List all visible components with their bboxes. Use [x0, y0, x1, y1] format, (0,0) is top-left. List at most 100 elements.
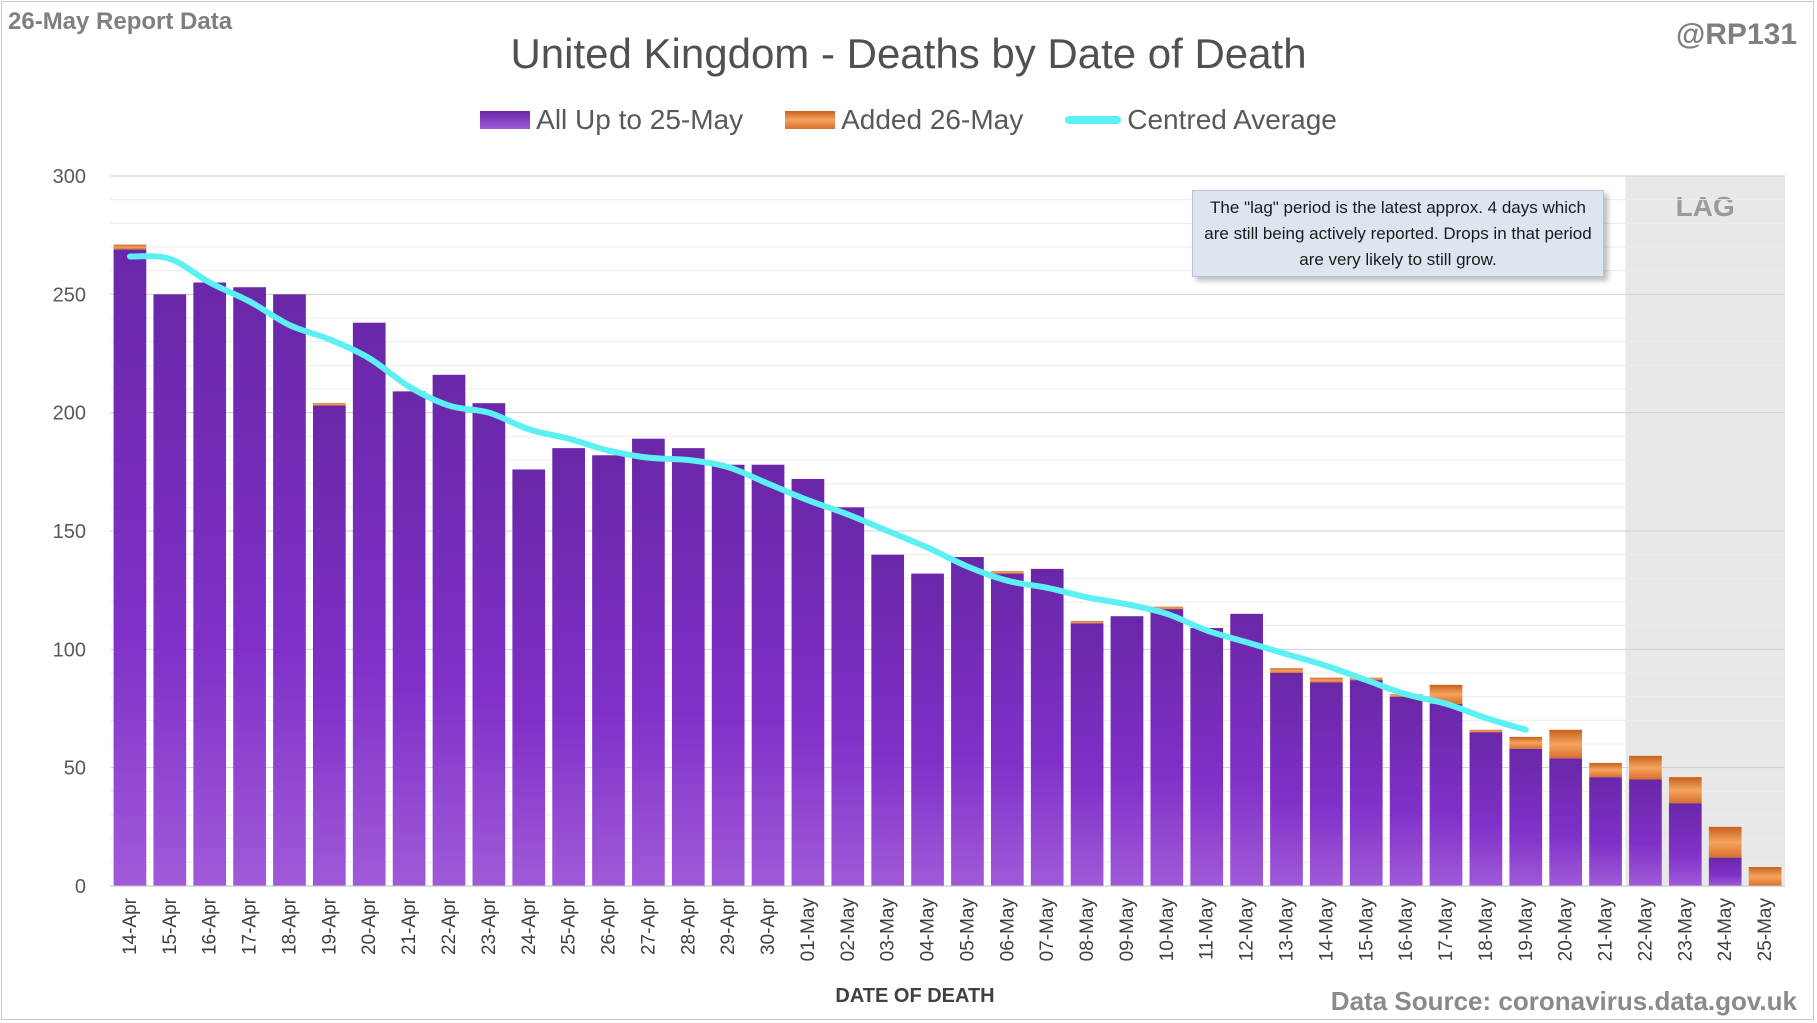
- x-tick-label: 25-Apr: [559, 897, 580, 955]
- bar-base: [751, 464, 785, 886]
- x-tick-label: 30-Apr: [758, 897, 779, 955]
- y-tick-label: 200: [53, 403, 86, 425]
- legend-label-base: All Up to 25-May: [536, 104, 744, 135]
- x-tick-label: 20-Apr: [359, 897, 380, 955]
- x-tick-label: 22-Apr: [439, 897, 460, 955]
- x-tick-label: 26-Apr: [599, 897, 620, 955]
- y-tick-label: 100: [53, 639, 86, 661]
- legend-swatch-added: [785, 111, 836, 129]
- bar-base: [1270, 673, 1303, 886]
- bar-added: [1509, 736, 1543, 749]
- bar-base: [1509, 748, 1543, 886]
- legend-swatch-base: [480, 111, 531, 129]
- report-date-label: 26-May Report Data: [8, 8, 233, 35]
- bar-base: [1070, 623, 1104, 886]
- x-tick-label: 22-May: [1635, 898, 1656, 962]
- bar-base: [1150, 609, 1184, 886]
- bar-base: [1629, 779, 1662, 886]
- bar-base: [312, 405, 346, 886]
- x-tick-label: 16-Apr: [200, 897, 221, 955]
- bar-base: [1389, 696, 1423, 886]
- bar-base: [113, 249, 147, 886]
- bar-base: [552, 448, 585, 886]
- x-tick-label: 13-May: [1276, 898, 1297, 962]
- bar-base: [1110, 616, 1144, 886]
- y-tick-label: 250: [53, 284, 86, 306]
- x-tick-label: 05-May: [957, 898, 978, 962]
- data-source: Data Source: coronavirus.data.gov.uk: [1330, 986, 1797, 1016]
- bar-added: [1549, 729, 1583, 759]
- x-tick-label: 29-Apr: [718, 897, 739, 955]
- x-tick-label: 21-Apr: [399, 897, 420, 955]
- bar-added: [312, 403, 346, 406]
- bar-base: [1429, 703, 1463, 886]
- bar-base: [432, 374, 466, 886]
- bar-base: [632, 438, 665, 886]
- bar-added: [1270, 668, 1303, 673]
- x-tick-label: 11-May: [1197, 898, 1218, 960]
- bar-base: [990, 573, 1024, 886]
- bar-base: [1668, 803, 1702, 886]
- legend-item-added: Added 26-May: [785, 104, 1023, 136]
- legend-swatch-average: [1065, 116, 1122, 124]
- bar-added: [1070, 620, 1104, 624]
- x-tick-label: 18-Apr: [279, 897, 300, 955]
- bar-base: [472, 403, 506, 886]
- x-tick-label: 10-May: [1157, 898, 1178, 962]
- bar-base: [1589, 777, 1622, 886]
- x-tick-label: 24-May: [1715, 898, 1736, 962]
- author-handle: @RP131: [1676, 18, 1797, 51]
- bar-base: [233, 287, 266, 886]
- x-tick-label: 27-Apr: [638, 897, 659, 955]
- lag-annotation: The "lag" period is the latest approx. 4…: [1192, 190, 1604, 277]
- x-tick-label: 12-May: [1237, 898, 1258, 962]
- x-tick-label: 19-Apr: [319, 897, 340, 955]
- legend-item-average: Centred Average: [1065, 104, 1337, 136]
- bar-base: [951, 557, 984, 886]
- x-tick-label: 19-May: [1516, 898, 1537, 962]
- x-tick-label: 21-May: [1596, 898, 1617, 962]
- bar-base: [592, 455, 625, 886]
- y-tick-label: 300: [53, 166, 86, 188]
- bar-added: [1748, 867, 1782, 886]
- bar-added: [1150, 606, 1184, 610]
- legend-label-average: Centred Average: [1127, 104, 1337, 135]
- x-tick-label: 06-May: [997, 898, 1018, 962]
- bar-base: [711, 464, 745, 886]
- y-tick-label: 50: [64, 758, 86, 780]
- x-tick-label: 09-May: [1117, 898, 1138, 962]
- x-tick-label: 16-May: [1396, 898, 1417, 962]
- bar-base: [352, 322, 386, 886]
- bar-base: [1030, 568, 1064, 886]
- bar-base: [1708, 857, 1742, 886]
- bar-added: [1469, 729, 1503, 733]
- x-axis-title: DATE OF DEATH: [835, 985, 995, 1007]
- bar-base: [1230, 613, 1263, 886]
- bar-base: [1310, 682, 1343, 886]
- x-tick-label: 04-May: [918, 898, 939, 962]
- bar-base: [193, 282, 227, 886]
- bar-base: [1190, 628, 1224, 886]
- bar-base: [392, 391, 426, 886]
- bar-base: [273, 294, 306, 886]
- x-tick-label: 07-May: [1037, 898, 1058, 962]
- x-tick-label: 01-May: [798, 898, 819, 962]
- bar-base: [512, 469, 546, 886]
- x-tick-label: 23-Apr: [479, 897, 500, 955]
- x-tick-label: 03-May: [878, 898, 899, 962]
- bar-base: [911, 573, 944, 886]
- x-tick-label: 02-May: [838, 898, 859, 962]
- bar-base: [671, 448, 705, 886]
- x-tick-label: 17-May: [1436, 898, 1457, 962]
- bar-base: [153, 294, 187, 886]
- bar-added: [1629, 755, 1662, 780]
- bar-added: [1589, 762, 1622, 778]
- y-tick-label: 0: [75, 876, 86, 898]
- bar-added: [990, 571, 1024, 574]
- bar-added: [1708, 826, 1742, 858]
- x-tick-label: 18-May: [1476, 898, 1497, 962]
- x-tick-label: 14-Apr: [120, 897, 141, 955]
- x-tick-label: 28-Apr: [678, 897, 699, 955]
